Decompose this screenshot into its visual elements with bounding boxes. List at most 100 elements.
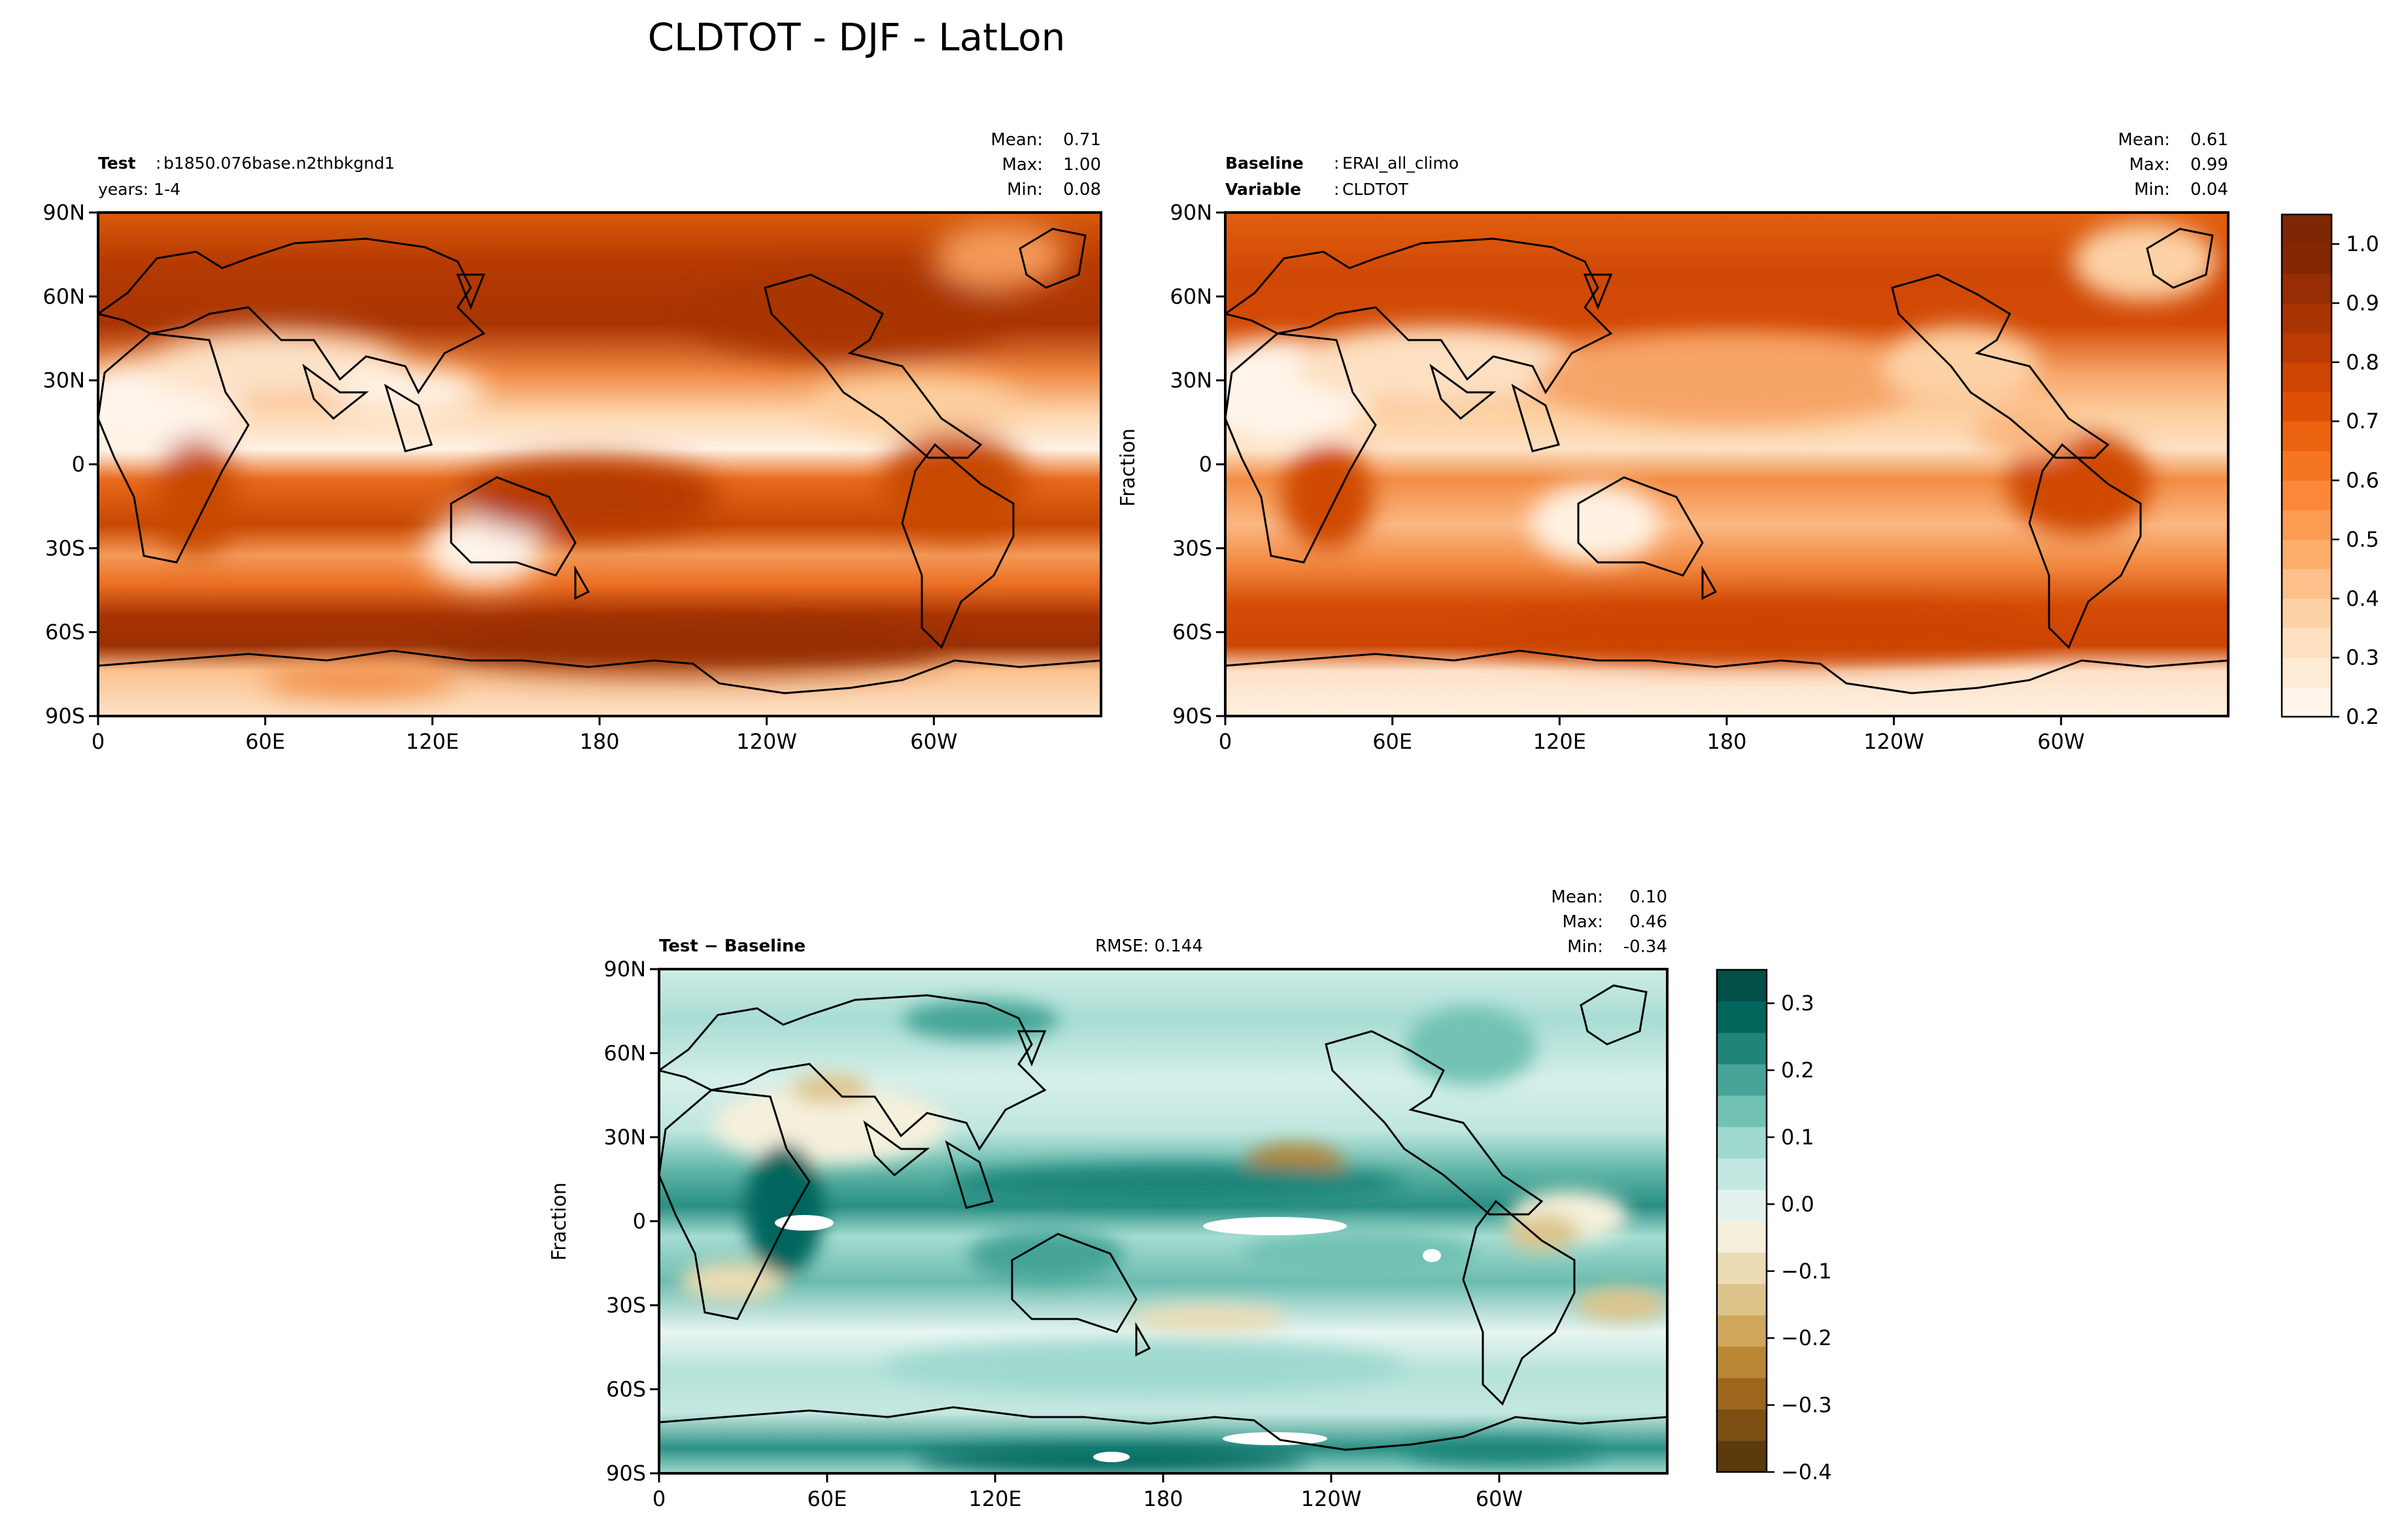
baseline-lat-tick-label: 90N — [1170, 200, 1212, 225]
colorbar-band — [2282, 303, 2332, 334]
test-lat-tick-label: 60S — [45, 620, 85, 645]
colorbar-tick-label: 0.3 — [1781, 991, 1814, 1016]
colorbar-tick-label: 0.2 — [2346, 704, 2379, 729]
test-lat-tick-label: 30S — [45, 536, 85, 560]
diff-lat-tick-label: 60N — [603, 1041, 646, 1066]
baseline-lat-tick-label: 90S — [1172, 704, 1212, 728]
colorbar-band — [1717, 1189, 1767, 1222]
colorbar-band — [1717, 1441, 1767, 1473]
diff-lon-tick-label: 120W — [1301, 1486, 1362, 1511]
diff-map-field — [659, 969, 1667, 1473]
baseline-max-value: 0.99 — [2190, 155, 2228, 175]
baseline-lat-tick-label: 60S — [1172, 620, 1212, 645]
baseline-lon-tick-label: 120W — [1863, 729, 1924, 754]
colorbar-tick-label: 0.6 — [2346, 468, 2379, 493]
test-lat-tick-label: 90N — [42, 200, 85, 225]
colorbar-band — [1717, 1252, 1767, 1284]
colorbar-tick-label: 0.9 — [2346, 291, 2379, 316]
diff-white-patch-pacific — [1203, 1217, 1347, 1235]
colorbar-band — [2282, 451, 2332, 481]
colorbar-tick-label: 0.3 — [2346, 645, 2379, 670]
test-min-value: 0.08 — [1063, 180, 1101, 199]
colorbar-band — [1717, 1346, 1767, 1378]
baseline-name-sep: : — [1334, 154, 1339, 173]
baseline-lon-tick-label: 60W — [2037, 729, 2084, 754]
test-name-sep: : — [156, 154, 161, 173]
test-lon-tick-label: 60W — [910, 729, 957, 754]
test-lon-ticks: 0 60E 120E 180 120W 60W — [92, 716, 958, 754]
diff-lat-tick-label: 0 — [633, 1209, 646, 1234]
diff-min-label: Min: — [1567, 937, 1603, 957]
baseline-panel: Baseline : ERAI_all_climo Variable : CLD… — [1117, 130, 2379, 754]
colorbar-band — [2282, 421, 2332, 451]
colorbar-band — [2282, 628, 2332, 659]
baseline-lat-tick-label: 0 — [1199, 452, 1212, 477]
test-mean-value: 0.71 — [1063, 130, 1101, 150]
colorbar-tick-label: −0.1 — [1781, 1259, 1832, 1284]
colorbar-band — [1717, 970, 1767, 1002]
diff-lat-tick-label: 30S — [606, 1293, 646, 1318]
colorbar-band — [2282, 214, 2332, 245]
colorbar-band — [2282, 687, 2332, 717]
diff-lon-tick-label: 60E — [807, 1486, 847, 1511]
test-lon-tick-label: 0 — [92, 729, 105, 754]
baseline-lon-tick-label: 60E — [1372, 729, 1412, 754]
diff-lon-ticks: 0 60E 120E 180 120W 60W — [653, 1473, 1523, 1511]
diff-lon-tick-label: 180 — [1143, 1486, 1183, 1511]
test-years: years: 1-4 — [98, 180, 180, 199]
diff-lat-tick-label: 30N — [603, 1125, 646, 1150]
diff-lat-tick-label: 90N — [603, 957, 646, 982]
diff-lat-ticks: 90N 60N 30N 0 30S 60S 90S — [603, 957, 659, 1486]
diff-white-patch-africa — [775, 1215, 834, 1231]
colorbar-tick-label: −0.3 — [1781, 1393, 1832, 1418]
colorbar-tick-label: −0.2 — [1781, 1326, 1832, 1350]
diff-white-patch-andes — [1423, 1249, 1441, 1262]
test-lon-tick-label: 60E — [245, 729, 285, 754]
colorbar-band — [2282, 480, 2332, 511]
baseline-lon-ticks: 0 60E 120E 180 120W 60W — [1219, 716, 2085, 754]
baseline-name-value: ERAI_all_climo — [1342, 154, 1459, 173]
diff-name-label: Test − Baseline — [659, 936, 805, 956]
colorbar-band — [2282, 569, 2332, 599]
baseline-coastlines — [1225, 228, 2228, 694]
difference-panel: Test − Baseline RMSE: 0.144 Mean: 0.10 M… — [548, 887, 1832, 1511]
colorbar-tick-label: −0.4 — [1781, 1460, 1832, 1484]
diff-white-patch-antarctic — [1223, 1432, 1327, 1445]
diff-min-value: -0.34 — [1623, 937, 1667, 957]
colorbar-tick-label: 0.2 — [1781, 1058, 1814, 1083]
colorbar-band — [1717, 1284, 1767, 1316]
colorbar-band — [2282, 509, 2332, 540]
colorbar-band — [1717, 1409, 1767, 1441]
colorbar-tick-label: 0.5 — [2346, 527, 2379, 552]
colorbar-band — [1717, 1127, 1767, 1159]
baseline-mean-value: 0.61 — [2190, 130, 2228, 150]
colorbar-band — [2282, 539, 2332, 570]
diff-ylabel: Fraction — [548, 1182, 571, 1261]
test-lon-tick-label: 120W — [736, 729, 797, 754]
baseline-lat-tick-label: 30N — [1170, 368, 1212, 393]
colorbar-difference: 0.3 0.2 0.1 0.0 −0.1 −0.2 −0.3 −0.4 — [1716, 968, 1832, 1484]
diff-lon-tick-label: 0 — [653, 1486, 666, 1511]
test-lon-tick-label: 120E — [406, 729, 459, 754]
baseline-var-label: Variable — [1225, 180, 1301, 199]
test-max-value: 1.00 — [1063, 155, 1101, 175]
colorbar-band — [1717, 1315, 1767, 1347]
baseline-max-label: Max: — [2129, 155, 2170, 175]
baseline-lon-tick-label: 120E — [1533, 729, 1586, 754]
colorbar-band — [1717, 1378, 1767, 1410]
figure-title: CLDTOT - DJF - LatLon — [648, 15, 1066, 60]
colorbar-tick-label: 0.1 — [1781, 1125, 1814, 1150]
baseline-var-value: CLDTOT — [1342, 180, 1409, 199]
baseline-min-label: Min: — [2134, 180, 2170, 199]
colorbar-band — [2282, 392, 2332, 422]
baseline-lat-ticks: 90N 60N 30N 0 30S 60S 90S — [1170, 200, 1225, 728]
test-min-label: Min: — [1007, 180, 1043, 199]
baseline-var-sep: : — [1334, 180, 1339, 199]
test-lat-ticks: 90N 60N 30N 0 30S 60S 90S — [42, 200, 98, 728]
colorbar-band — [1717, 1158, 1767, 1190]
diff-max-label: Max: — [1562, 912, 1603, 932]
test-name-value: b1850.076base.n2thbkgnd1 — [163, 154, 395, 173]
baseline-min-value: 0.04 — [2190, 180, 2228, 199]
diff-white-patch-antarctic-2 — [1093, 1452, 1130, 1462]
diff-max-value: 0.46 — [1629, 912, 1667, 932]
